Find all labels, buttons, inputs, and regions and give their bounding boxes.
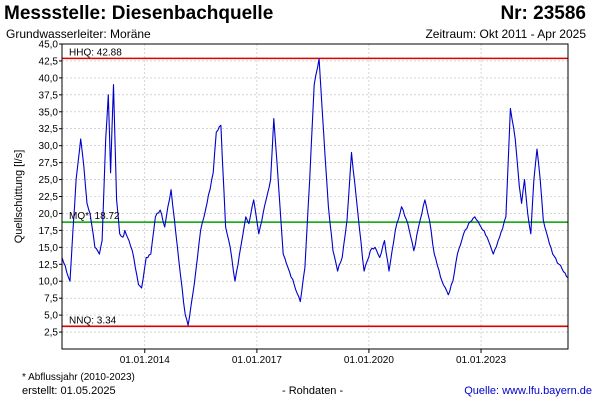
grid [62,43,568,349]
reference-labels: HHQ: 42.88 MQ*: 18.72 NNQ: 3.34 [69,47,122,326]
y-tick-label: 10,0 [39,277,59,288]
reference-lines [62,57,568,328]
aquifer-label: Grundwasserleiter: Moräne [6,27,151,41]
y-tick-label: 25,0 [39,175,59,186]
y-tick-label: 42,5 [39,56,59,67]
data-type-label: - Rohdaten - [282,385,344,397]
created-date: erstellt: 01.05.2025 [22,385,116,397]
y-tick-label: 12,5 [39,260,59,271]
y-tick-label: 22,5 [39,192,59,203]
y-tick-label: 20,0 [39,209,59,220]
y-axis-title: Quellschüttung [l/s] [13,150,25,244]
y-tick-label: 2,5 [44,328,58,339]
x-tick-label: 01.01.2017 [232,355,282,366]
x-tick-label: 01.01.2023 [456,355,506,366]
y-tick-label: 17,5 [39,226,59,237]
x-axis-ticks: 01.01.2014 01.01.2017 01.01.2020 01.01.2023 [120,349,506,366]
x-tick-label: 01.01.2020 [344,355,394,366]
y-tick-label: 32,5 [39,124,59,135]
period-label: Zeitraum: Okt 2011 - Apr 2025 [425,27,586,41]
nnq-label: NNQ: 3.34 [69,315,117,326]
y-tick-label: 27,5 [39,158,59,169]
series-line [61,58,569,326]
station-number: Nr: 23586 [500,3,586,24]
station-title: Messstelle: Diesenbachquelle [4,3,274,24]
y-tick-label: 35,0 [39,107,59,118]
y-tick-label: 40,0 [39,73,59,84]
y-tick-label: 7,5 [44,294,58,305]
footnote: * Abflussjahr (2010-2023) [22,372,135,383]
y-tick-label: 15,0 [39,243,59,254]
source-link[interactable]: Quelle: www.lfu.bayern.de [464,385,592,397]
y-axis-ticks: 2,5 5,0 7,5 10,0 12,5 15,0 17,5 20,0 22,5 25,0 27,… [39,40,62,339]
mq-label: MQ*: 18.72 [69,211,120,222]
hhq-label: HHQ: 42.88 [69,47,122,58]
series-layer [61,58,569,326]
y-tick-label: 5,0 [44,311,58,322]
y-tick-label: 30,0 [39,141,59,152]
y-tick-label: 45,0 [39,40,59,51]
x-tick-label: 01.01.2014 [120,355,170,366]
y-tick-label: 37,5 [39,90,59,101]
